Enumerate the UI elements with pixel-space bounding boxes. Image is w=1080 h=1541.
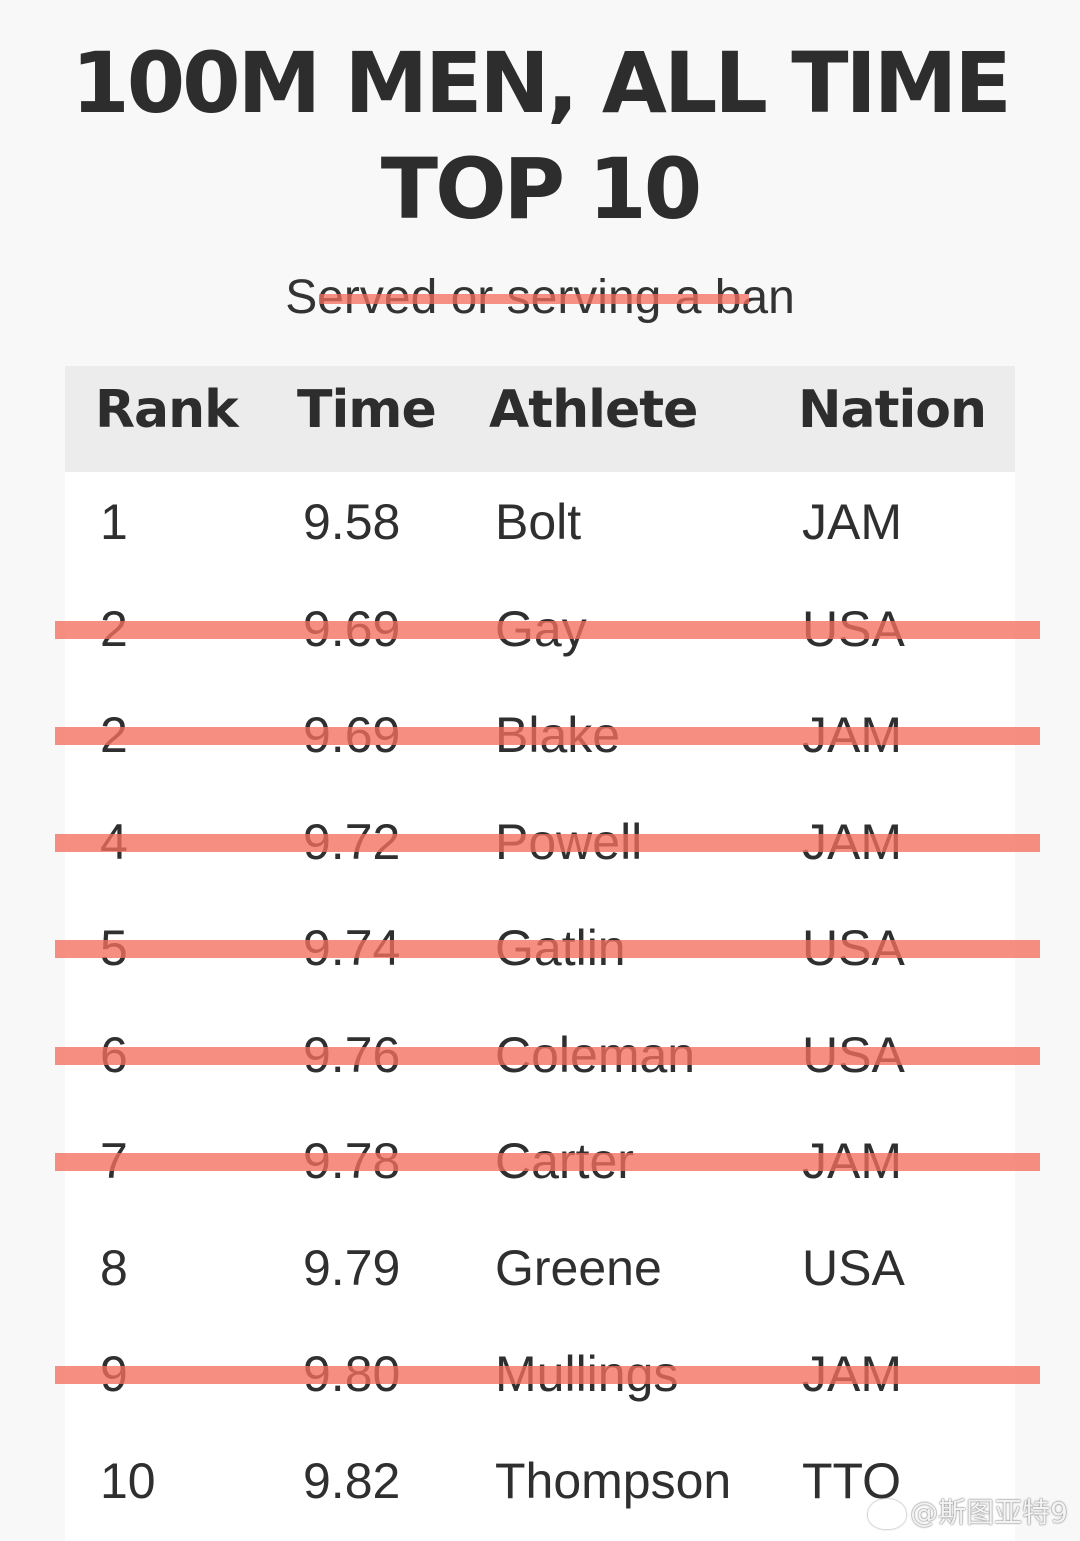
ban-strikethrough xyxy=(55,1366,1040,1384)
cell-athlete: Bolt xyxy=(495,494,582,550)
cell-nation: JAM xyxy=(802,494,902,550)
watermark: @斯图亚特9 xyxy=(868,1491,1068,1531)
table-row: 69.76ColemanUSA xyxy=(55,1005,1040,1111)
cell-time: 9.79 xyxy=(303,1239,401,1296)
table-row: 79.78CarterJAM xyxy=(55,1111,1040,1217)
ban-strikethrough xyxy=(55,1153,1040,1171)
subtitle: Served or serving a ban xyxy=(0,268,1080,328)
cell-nation: USA xyxy=(802,1239,905,1296)
cell-rank: 10 xyxy=(100,1452,156,1509)
table-header: Rank Time Athlete Nation xyxy=(65,366,1015,472)
table-row: 49.72PowellJAM xyxy=(55,792,1040,898)
header-rank: Rank xyxy=(95,380,239,440)
subtitle-strike-sample xyxy=(319,294,749,304)
watermark-text: @斯图亚特9 xyxy=(910,1496,1068,1529)
header-time: Time xyxy=(297,380,437,440)
table-row: 1 9.58 Bolt JAM xyxy=(65,472,1015,578)
page-title: 100M MEN, ALL TIME TOP 10 xyxy=(0,30,1080,242)
cell-time: 9.58 xyxy=(303,494,401,550)
ban-strikethrough xyxy=(55,833,1040,852)
header-nation: Nation xyxy=(798,380,987,440)
title-line-2: TOP 10 xyxy=(380,140,702,238)
cell-athlete: Greene xyxy=(495,1239,662,1296)
table-row: 29.69GayUSA xyxy=(55,579,1040,685)
weibo-icon xyxy=(868,1499,907,1529)
header-athlete: Athlete xyxy=(489,380,698,440)
cell-time: 9.82 xyxy=(303,1452,401,1509)
ban-strikethrough xyxy=(55,727,1040,745)
table-row: 10 9.82 Thompson TTO xyxy=(65,1431,1015,1537)
table-row: 59.74GatlinUSA xyxy=(55,898,1040,1004)
ban-strikethrough xyxy=(55,1046,1040,1065)
ban-strikethrough xyxy=(55,620,1040,639)
cell-rank: 8 xyxy=(100,1239,128,1296)
cell-athlete: Thompson xyxy=(495,1452,732,1509)
cell-rank: 1 xyxy=(100,494,128,550)
ban-strikethrough xyxy=(55,940,1040,958)
rankings-table: Rank Time Athlete Nation 1 9.58 Bolt JAM 29.… xyxy=(55,366,1040,1541)
table-row: 8 9.79 Greene USA xyxy=(65,1218,1015,1324)
title-line-1: 100M MEN, ALL TIME xyxy=(71,34,1011,132)
table-row: 29.69BlakeJAM xyxy=(55,685,1040,791)
table-row: 99.80MullingsJAM xyxy=(55,1324,1040,1430)
